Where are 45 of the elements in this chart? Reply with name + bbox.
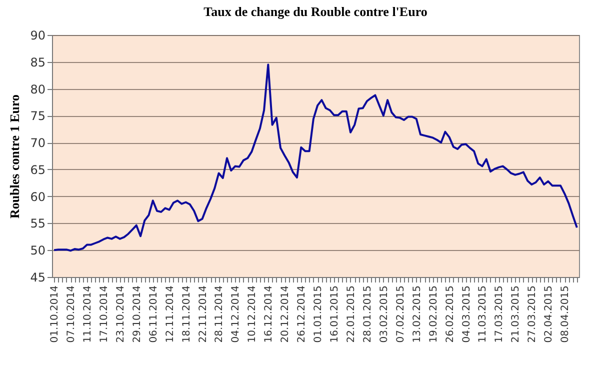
y-tick-label: 60	[30, 190, 46, 204]
x-tick-label: 20.12.2014	[280, 286, 292, 343]
y-tick-label: 70	[30, 136, 46, 150]
x-tick-label: 03.02.2015	[378, 286, 390, 343]
y-tick-label: 65	[30, 162, 46, 177]
x-tick-label: 26.02.2015	[444, 286, 456, 343]
x-tick-label: 02.04.2015	[544, 286, 555, 343]
x-tick-label: 04.03.2015	[461, 286, 472, 343]
x-tick-label: 28.11.2014	[214, 286, 226, 343]
y-axis-title: Roubles contre 1 Euro	[7, 94, 22, 219]
y-tick-label: 55	[30, 216, 46, 231]
x-tick-label: 04.12.2014	[230, 286, 242, 343]
x-tick-label: 22.01.2015	[346, 286, 357, 343]
x-tick-label: 29.10.2014	[132, 286, 143, 343]
x-tick-label: 11.10.2014	[82, 286, 94, 343]
x-tick-label: 27.03.2015	[527, 286, 538, 343]
y-tick-label: 90	[30, 28, 46, 42]
line-series	[53, 64, 578, 252]
x-tick-label: 13.02.2015	[412, 286, 423, 343]
x-tick-label: 07.02.2015	[395, 286, 406, 343]
x-tick-label: 01.10.2014	[50, 286, 61, 343]
x-tick-label: 06.11.2014	[148, 286, 160, 343]
y-tick-label: 45	[30, 270, 46, 284]
x-tick-label: 12.11.2014	[164, 286, 176, 343]
x-tick-label: 16.12.2014	[264, 286, 275, 343]
x-tick-label: 17.10.2014	[98, 286, 110, 343]
x-tick-label: 22.11.2014	[198, 286, 209, 343]
chart-title: Taux de change du Rouble contre l'Euro	[204, 4, 428, 19]
x-tick-label: 26.12.2014	[296, 286, 308, 343]
x-tick-label: 11.03.2015	[478, 286, 489, 343]
x-tick-label: 21.03.2015	[510, 286, 522, 343]
x-tick-label: 23.10.2014	[115, 286, 126, 343]
x-tick-label: 18.11.2014	[181, 286, 192, 343]
x-tick-label: 16.01.2015	[330, 286, 341, 343]
x-tick-label: 01.01.2015	[313, 286, 324, 343]
y-tick-label: 75	[30, 109, 46, 124]
y-tick-label: 85	[30, 55, 46, 70]
y-tick-label: 50	[30, 244, 46, 258]
x-tick-label: 19.02.2015	[428, 286, 440, 343]
x-tick-label: 28.01.2015	[362, 286, 374, 343]
x-tick-label: 07.10.2014	[66, 286, 78, 343]
x-tick-label: 08.04.2015	[560, 286, 572, 343]
x-tick-label: 17.03.2015	[494, 286, 506, 343]
y-tick-label: 80	[30, 82, 46, 96]
x-tick-label: 10.12.2014	[247, 286, 258, 343]
